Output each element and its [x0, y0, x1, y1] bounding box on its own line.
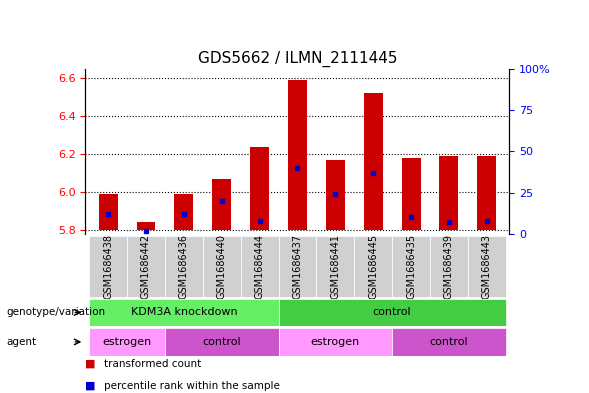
- Bar: [402, 158, 421, 230]
- Bar: [212, 179, 231, 230]
- Bar: [165, 236, 203, 297]
- Text: GSM1686437: GSM1686437: [293, 234, 302, 299]
- Text: control: control: [203, 337, 241, 347]
- Bar: [137, 222, 155, 230]
- Bar: [279, 328, 392, 356]
- Text: GSM1686435: GSM1686435: [406, 234, 416, 299]
- Bar: [430, 236, 468, 297]
- Title: GDS5662 / ILMN_2111445: GDS5662 / ILMN_2111445: [198, 51, 397, 68]
- Bar: [439, 156, 458, 230]
- Text: GSM1686443: GSM1686443: [482, 234, 492, 299]
- Text: KDM3A knockdown: KDM3A knockdown: [131, 307, 237, 318]
- Text: ■: ■: [85, 359, 96, 369]
- Text: estrogen: estrogen: [102, 337, 152, 347]
- Bar: [288, 80, 307, 230]
- Text: GSM1686436: GSM1686436: [179, 234, 189, 299]
- Text: percentile rank within the sample: percentile rank within the sample: [104, 380, 280, 391]
- Bar: [250, 147, 269, 230]
- Text: control: control: [373, 307, 412, 318]
- Text: transformed count: transformed count: [104, 359, 201, 369]
- Text: GSM1686444: GSM1686444: [254, 234, 264, 299]
- Bar: [477, 156, 497, 230]
- Bar: [89, 236, 127, 297]
- Bar: [279, 299, 506, 326]
- Bar: [89, 299, 279, 326]
- Bar: [127, 236, 165, 297]
- Bar: [165, 328, 279, 356]
- Text: ■: ■: [85, 380, 96, 391]
- Text: estrogen: estrogen: [310, 337, 360, 347]
- Bar: [326, 160, 345, 230]
- Text: genotype/variation: genotype/variation: [6, 307, 105, 318]
- Text: GSM1686438: GSM1686438: [103, 234, 113, 299]
- Bar: [354, 236, 392, 297]
- Text: GSM1686442: GSM1686442: [141, 234, 151, 299]
- Bar: [174, 194, 193, 230]
- Bar: [279, 236, 316, 297]
- Text: agent: agent: [6, 337, 36, 347]
- Bar: [89, 328, 165, 356]
- Bar: [392, 236, 430, 297]
- Bar: [364, 94, 383, 230]
- Bar: [392, 328, 506, 356]
- Bar: [316, 236, 354, 297]
- Bar: [203, 236, 241, 297]
- Text: GSM1686445: GSM1686445: [368, 234, 378, 299]
- Text: control: control: [429, 337, 468, 347]
- Bar: [99, 194, 118, 230]
- Bar: [241, 236, 279, 297]
- Text: GSM1686441: GSM1686441: [330, 234, 340, 299]
- Text: GSM1686439: GSM1686439: [444, 234, 454, 299]
- Bar: [468, 236, 506, 297]
- Text: GSM1686440: GSM1686440: [217, 234, 227, 299]
